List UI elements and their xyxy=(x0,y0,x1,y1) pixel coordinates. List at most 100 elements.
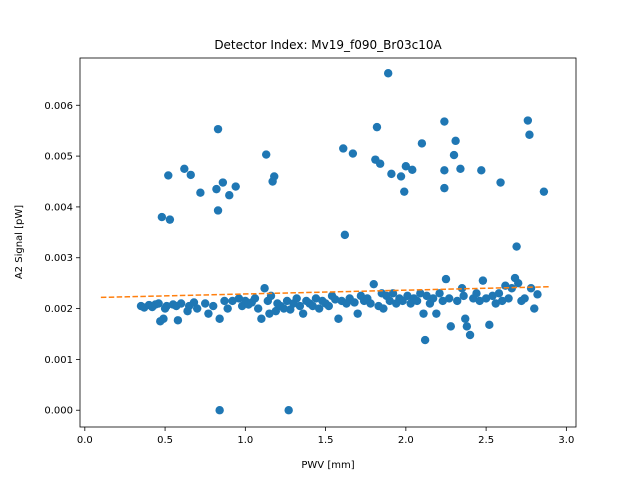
data-point xyxy=(449,150,459,160)
data-point xyxy=(440,183,449,193)
data-point xyxy=(215,314,224,323)
data-point xyxy=(265,309,274,318)
data-point xyxy=(298,309,308,318)
data-point xyxy=(180,164,189,174)
data-point xyxy=(462,322,472,331)
data-point xyxy=(477,166,486,175)
data-point xyxy=(459,291,468,301)
data-point xyxy=(257,314,266,323)
chart-title: Detector Index: Mv19_f090_Br03c10A xyxy=(214,38,442,52)
data-point xyxy=(213,124,223,134)
data-point xyxy=(385,296,394,306)
data-point xyxy=(412,296,422,306)
data-point xyxy=(369,279,378,289)
data-point xyxy=(523,116,533,125)
data-point xyxy=(176,299,186,308)
x-tick-label: 3.0 xyxy=(558,435,574,446)
data-point xyxy=(478,276,488,285)
data-point xyxy=(311,294,321,303)
data-point xyxy=(196,188,205,197)
data-point xyxy=(387,169,396,179)
y-axis: 0.000 0.001 0.002 0.003 0.004 0.005 0.006 xyxy=(44,101,80,417)
data-point xyxy=(292,294,301,303)
data-point xyxy=(162,301,171,311)
plot-frame xyxy=(79,57,577,428)
data-point xyxy=(453,296,462,306)
data-point xyxy=(440,166,449,175)
data-point xyxy=(350,298,359,307)
data-point xyxy=(525,130,534,139)
data-point xyxy=(192,304,202,313)
x-tick-label: 1.5 xyxy=(318,435,334,446)
data-point xyxy=(253,304,263,313)
y-tick-label: 0.001 xyxy=(44,355,73,366)
data-point xyxy=(444,294,454,303)
data-point xyxy=(218,178,228,187)
fit-line xyxy=(100,285,551,299)
data-point xyxy=(457,284,467,293)
data-point xyxy=(485,320,494,330)
y-tick-label: 0.003 xyxy=(44,253,73,264)
data-point xyxy=(228,296,237,306)
data-point xyxy=(428,294,438,303)
data-point xyxy=(165,215,175,224)
data-point xyxy=(213,206,223,215)
data-point xyxy=(173,316,183,325)
data-point xyxy=(491,299,500,308)
data-point xyxy=(388,289,398,298)
y-axis-label: A2 Signal [pW] xyxy=(14,205,25,279)
data-point xyxy=(504,294,513,303)
data-point xyxy=(435,289,444,298)
x-tick-label: 2.5 xyxy=(478,435,494,446)
data-point xyxy=(408,165,417,175)
data-point xyxy=(441,274,451,284)
data-point xyxy=(520,294,529,303)
data-point xyxy=(225,191,234,200)
data-point xyxy=(314,304,324,313)
data-point xyxy=(465,330,475,340)
data-point xyxy=(231,182,240,191)
data-point xyxy=(209,301,218,311)
data-point xyxy=(422,291,431,301)
data-point xyxy=(223,304,232,313)
y-tick-label: 0.006 xyxy=(44,101,73,112)
points-layer xyxy=(100,69,551,415)
data-point xyxy=(331,295,340,304)
x-tick-label: 0.5 xyxy=(157,435,173,446)
data-point xyxy=(284,406,293,415)
data-point xyxy=(440,117,449,126)
data-point xyxy=(282,296,292,306)
y-tick-label: 0.000 xyxy=(44,406,73,417)
data-point xyxy=(250,294,260,303)
data-point xyxy=(334,314,343,323)
data-point xyxy=(201,299,210,308)
y-tick-label: 0.005 xyxy=(44,152,73,163)
data-point xyxy=(154,299,163,308)
data-point xyxy=(308,301,317,311)
data-point xyxy=(417,139,427,148)
x-axis: 0.0 0.5 1.0 1.5 2.0 2.5 3.0 xyxy=(77,427,574,446)
x-tick-label: 0.0 xyxy=(77,435,93,446)
data-point xyxy=(186,170,195,180)
data-point xyxy=(324,301,334,311)
data-point xyxy=(215,406,224,415)
data-point xyxy=(379,304,388,313)
data-point xyxy=(157,212,167,222)
data-point xyxy=(295,301,305,311)
data-point xyxy=(372,122,382,132)
data-point xyxy=(539,187,549,196)
data-point xyxy=(204,309,213,318)
data-point xyxy=(438,296,447,306)
data-point xyxy=(220,296,229,306)
data-point xyxy=(403,291,412,301)
y-tick-label: 0.002 xyxy=(44,304,73,315)
data-point xyxy=(383,69,393,78)
data-point xyxy=(533,290,542,299)
data-point xyxy=(159,314,168,323)
y-tick-label: 0.004 xyxy=(44,202,73,213)
data-point xyxy=(488,291,497,301)
x-axis-label: PWV [mm] xyxy=(301,460,354,471)
data-point xyxy=(400,187,409,196)
data-point xyxy=(432,309,441,318)
